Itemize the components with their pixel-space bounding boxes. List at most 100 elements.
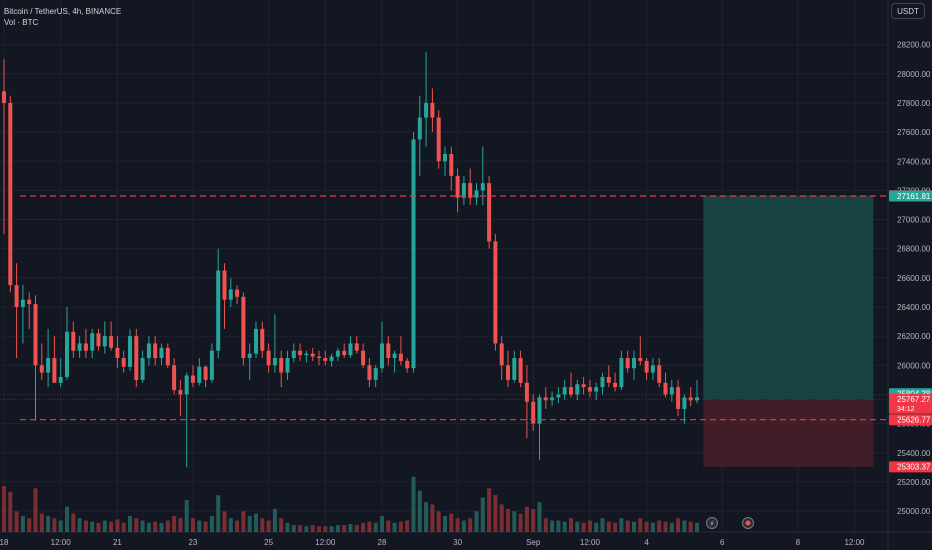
candle-body bbox=[191, 375, 195, 383]
volume-bar bbox=[235, 520, 240, 532]
position-zones bbox=[703, 195, 874, 467]
candle-body bbox=[342, 350, 347, 356]
candle-body bbox=[83, 343, 88, 351]
volume-bar bbox=[587, 520, 592, 532]
volume-bar bbox=[632, 521, 636, 532]
lightning-event-icon bbox=[706, 517, 718, 529]
volume-bar bbox=[20, 515, 25, 532]
volume-bar bbox=[436, 511, 441, 532]
candle-body bbox=[562, 387, 567, 395]
candle-body bbox=[323, 358, 328, 361]
candle-body bbox=[285, 358, 290, 373]
candle-body bbox=[688, 397, 693, 401]
volume-bar bbox=[638, 518, 643, 532]
price-tick-label: 27800.00 bbox=[897, 99, 931, 108]
candle-body bbox=[159, 347, 164, 359]
volume-bar bbox=[443, 515, 447, 532]
candle-body bbox=[499, 343, 504, 366]
candle-body bbox=[27, 299, 32, 305]
candle-body bbox=[405, 360, 410, 369]
volume-bar bbox=[216, 495, 221, 532]
candle-body bbox=[663, 382, 668, 395]
candle-body bbox=[398, 353, 403, 361]
event-markers[interactable]: ⚡ bbox=[706, 517, 754, 529]
candle-body bbox=[682, 397, 687, 410]
volume-bar bbox=[348, 523, 353, 532]
volume-bar bbox=[512, 511, 517, 532]
volume-bar bbox=[291, 525, 296, 532]
candle-body bbox=[235, 289, 240, 297]
candle-body bbox=[254, 328, 258, 354]
volume-bar bbox=[606, 521, 611, 532]
candle-body bbox=[575, 384, 580, 395]
volume-bar bbox=[506, 509, 510, 532]
candle-body bbox=[2, 91, 6, 103]
candle-body bbox=[203, 366, 208, 380]
volume-bar bbox=[569, 518, 573, 532]
candle-body bbox=[247, 353, 252, 359]
volume-bar bbox=[128, 515, 132, 532]
volume-bar bbox=[14, 511, 19, 532]
candle-body bbox=[58, 376, 63, 383]
price-tick-label: 28000.00 bbox=[897, 70, 931, 79]
candle-body bbox=[46, 358, 51, 373]
candle-body bbox=[96, 333, 101, 347]
volume-bar bbox=[115, 519, 120, 532]
candle-body bbox=[373, 368, 378, 380]
volume-bar bbox=[109, 521, 114, 532]
candle-body bbox=[430, 102, 435, 118]
candle-body bbox=[335, 350, 340, 357]
candle-body bbox=[638, 358, 643, 361]
volume-bar bbox=[285, 522, 290, 532]
volume-bar bbox=[90, 521, 95, 532]
volume-bar bbox=[537, 502, 542, 532]
candle-body bbox=[329, 356, 334, 361]
price-label-box bbox=[889, 190, 932, 202]
volume-bar bbox=[461, 520, 466, 532]
candle-body bbox=[279, 358, 284, 373]
candles bbox=[2, 51, 699, 468]
volume-bar bbox=[650, 522, 655, 532]
volume-bar bbox=[203, 521, 208, 532]
volume-bar bbox=[669, 522, 674, 532]
candle-body bbox=[121, 358, 126, 367]
candle-body bbox=[669, 387, 674, 395]
candle-body bbox=[417, 117, 422, 140]
volume-bar bbox=[96, 522, 101, 532]
time-axis[interactable]: 18 12:00 21 23 25 12:00 28 30 Sep 12:00 4 6 8 12:00 bbox=[0, 538, 865, 547]
volume-bar bbox=[33, 488, 38, 532]
volume-bar bbox=[329, 526, 334, 532]
volume-bar bbox=[8, 491, 13, 532]
volume-bar bbox=[424, 502, 429, 532]
volume-bar bbox=[594, 522, 599, 532]
time-tick-label: 25 bbox=[264, 538, 273, 547]
horizontal-levels[interactable] bbox=[0, 195, 888, 421]
candle-body bbox=[392, 353, 397, 359]
candle-body bbox=[493, 241, 498, 344]
volume-bar bbox=[165, 520, 170, 532]
economic-event-dot bbox=[745, 520, 751, 526]
volume-bar bbox=[354, 525, 359, 532]
symbol-title[interactable]: Bitcoin / TetherUS, 4h, BINANCE bbox=[4, 7, 122, 16]
volume-bar bbox=[600, 518, 605, 532]
volume-bars bbox=[2, 476, 699, 532]
target-zone bbox=[703, 195, 874, 400]
price-axis[interactable]: 25000.0025200.0025400.0025600.0025800.00… bbox=[889, 41, 932, 516]
candle-body bbox=[128, 336, 132, 367]
currency-button[interactable]: USDT bbox=[891, 3, 925, 19]
price-tick-label: 26000.00 bbox=[897, 361, 931, 370]
volume-bar bbox=[625, 520, 630, 532]
candle-body bbox=[165, 347, 170, 366]
volume-bar bbox=[153, 521, 158, 532]
price-label: 25303.37 bbox=[897, 463, 931, 472]
candle-body bbox=[650, 365, 655, 373]
volume-bar bbox=[663, 521, 668, 532]
candle-body bbox=[531, 401, 536, 424]
volume-bar bbox=[676, 518, 681, 532]
candle-body bbox=[52, 358, 57, 383]
time-tick-label: Sep bbox=[526, 538, 541, 547]
volume-label[interactable]: Vol · BTC bbox=[4, 18, 39, 27]
volume-bar bbox=[102, 520, 107, 532]
volume-bar bbox=[392, 522, 397, 532]
